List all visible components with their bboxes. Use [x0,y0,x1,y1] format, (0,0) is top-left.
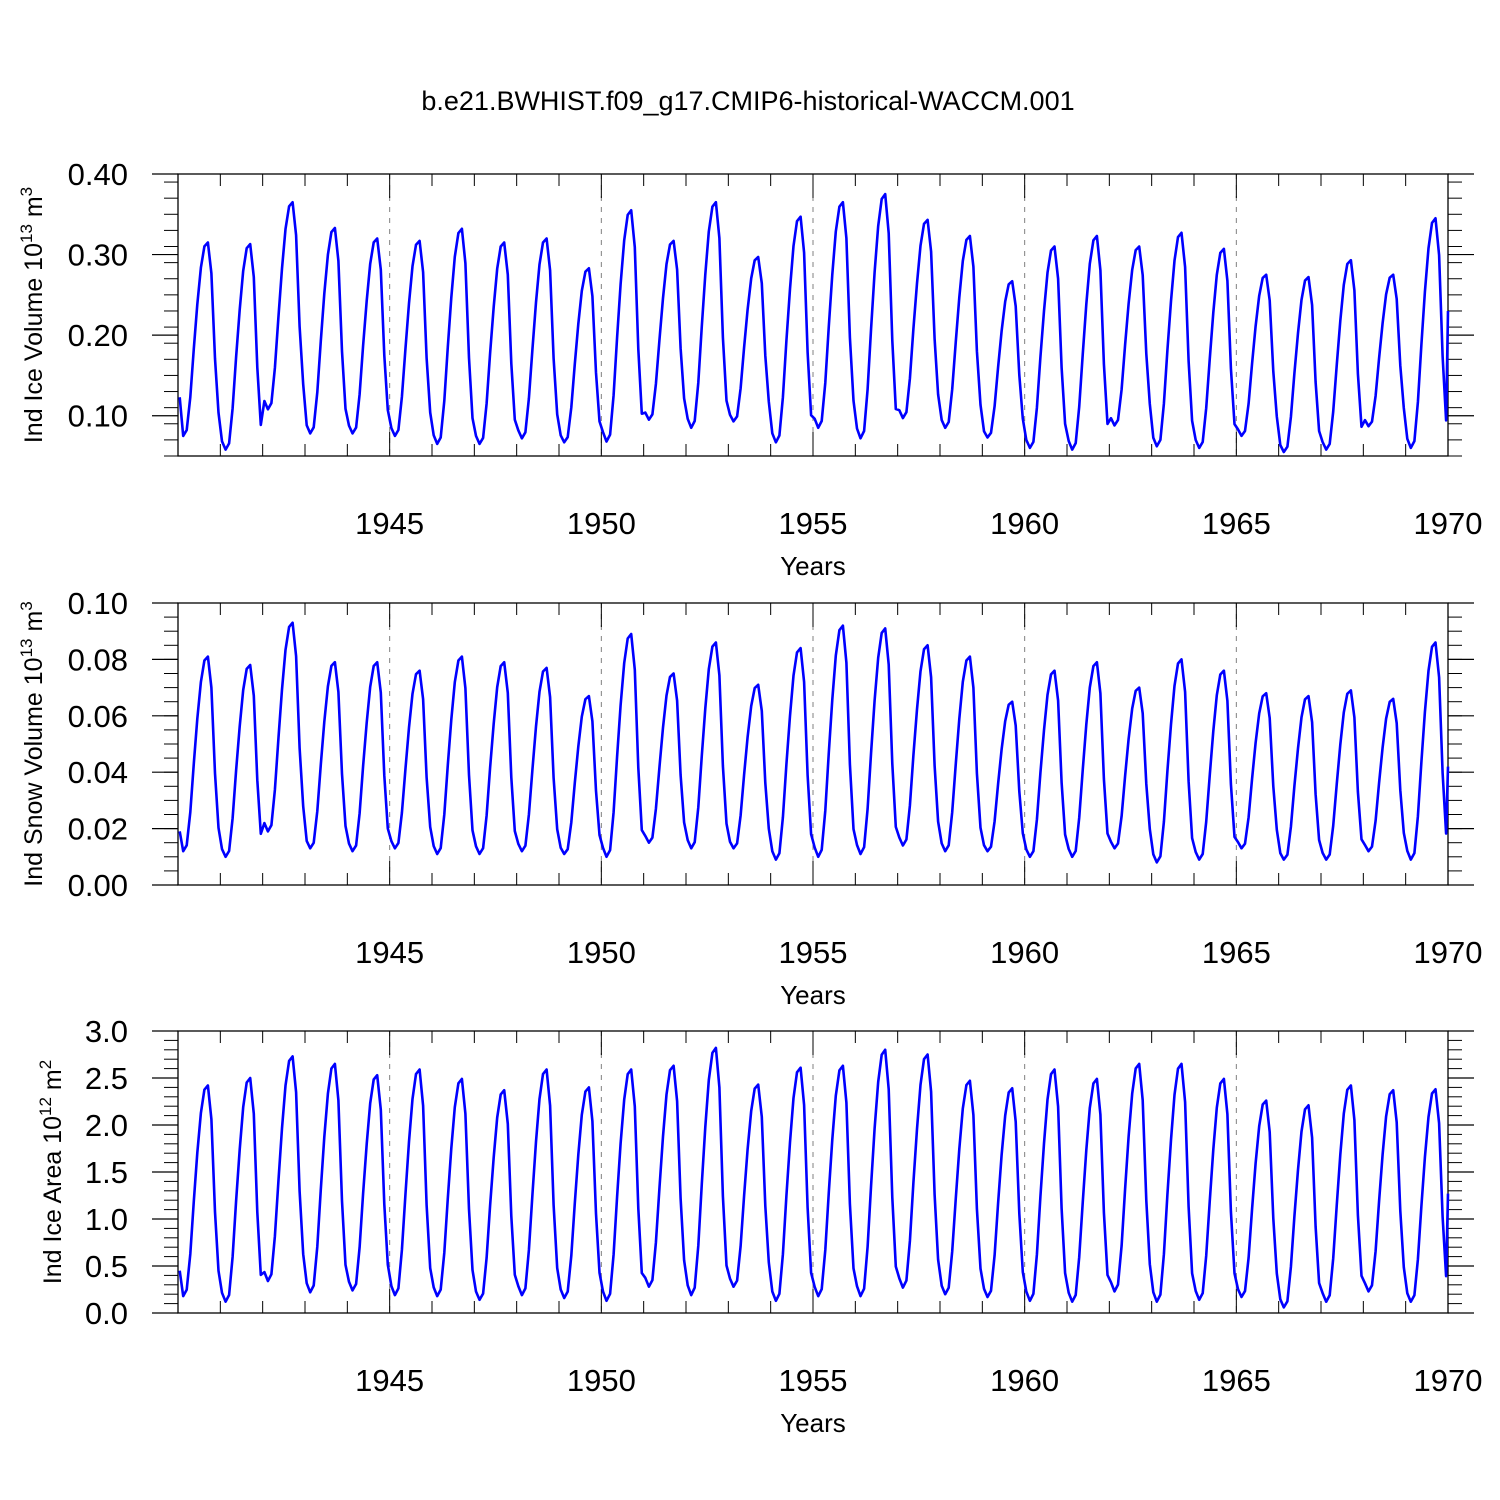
figure-title: b.e21.BWHIST.f09_g17.CMIP6-historical-WA… [421,86,1074,116]
x-tick-label: 1965 [1202,1363,1271,1398]
x-tick-label: 1970 [1414,1363,1483,1398]
y-tick-label: 3.0 [85,1014,128,1049]
y-tick-label: 0.10 [68,586,128,621]
x-tick-label: 1955 [779,935,848,970]
x-tick-label: 1955 [779,1363,848,1398]
series-line-ice-volume [178,192,1450,454]
x-tick-label: 1945 [355,506,424,541]
y-tick-label: 0.40 [68,157,128,192]
series-line-snow-volume [178,621,1450,864]
y-tick-label: 0.02 [68,812,128,847]
y-tick-label: 0.20 [68,318,128,353]
x-tick-label: 1950 [567,506,636,541]
panel-snow-volume: 0.00 0.02 0.04 0.06 0.08 0.10 1945 1950 1955 1960… [17,586,1482,1010]
x-tick-label: 1970 [1414,935,1483,970]
x-tick-label: 1965 [1202,506,1271,541]
y-tick-label: 0.04 [68,755,128,790]
x-axis-label: Years [780,551,846,581]
y-tick-label: 1.5 [85,1155,128,1190]
x-tick-label: 1960 [990,935,1059,970]
x-tick-label: 1945 [355,935,424,970]
x-tick-label: 1950 [567,935,636,970]
series-line-ice-area [178,1046,1450,1309]
y-axis-label: Ind Snow Volume 1013 m3 [17,601,48,887]
x-tick-label: 1960 [990,506,1059,541]
y-tick-label: 0.5 [85,1249,128,1284]
x-tick-label: 1955 [779,506,848,541]
x-axis-label: Years [780,980,846,1010]
y-tick-label: 1.0 [85,1202,128,1237]
y-tick-label: 0.06 [68,699,128,734]
x-tick-label: 1965 [1202,935,1271,970]
panel-ice-area: 0.0 0.5 1.0 1.5 2.0 2.5 3.0 1945 1950 1955 1960 196… [36,1014,1482,1438]
y-tick-label: 0.00 [68,868,128,903]
y-axis-label: Ind Ice Volume 1013 m3 [17,187,48,443]
y-tick-label: 2.5 [85,1061,128,1096]
x-axis-label: Years [780,1408,846,1438]
y-tick-label: 0.08 [68,642,128,677]
x-tick-label: 1970 [1414,506,1483,541]
plot-frame [177,1030,1449,1314]
y-tick-label: 0.10 [68,399,128,434]
x-tick-label: 1950 [567,1363,636,1398]
x-tick-label: 1960 [990,1363,1059,1398]
y-axis-label: Ind Ice Area 1012 m2 [36,1060,67,1284]
panel-ice-volume: 0.10 0.20 0.30 0.40 1945 1950 1955 1960 1965 1970… [17,157,1482,581]
y-tick-label: 0.30 [68,238,128,273]
y-tick-label: 0.0 [85,1296,128,1331]
x-tick-label: 1945 [355,1363,424,1398]
y-tick-label: 2.0 [85,1108,128,1143]
